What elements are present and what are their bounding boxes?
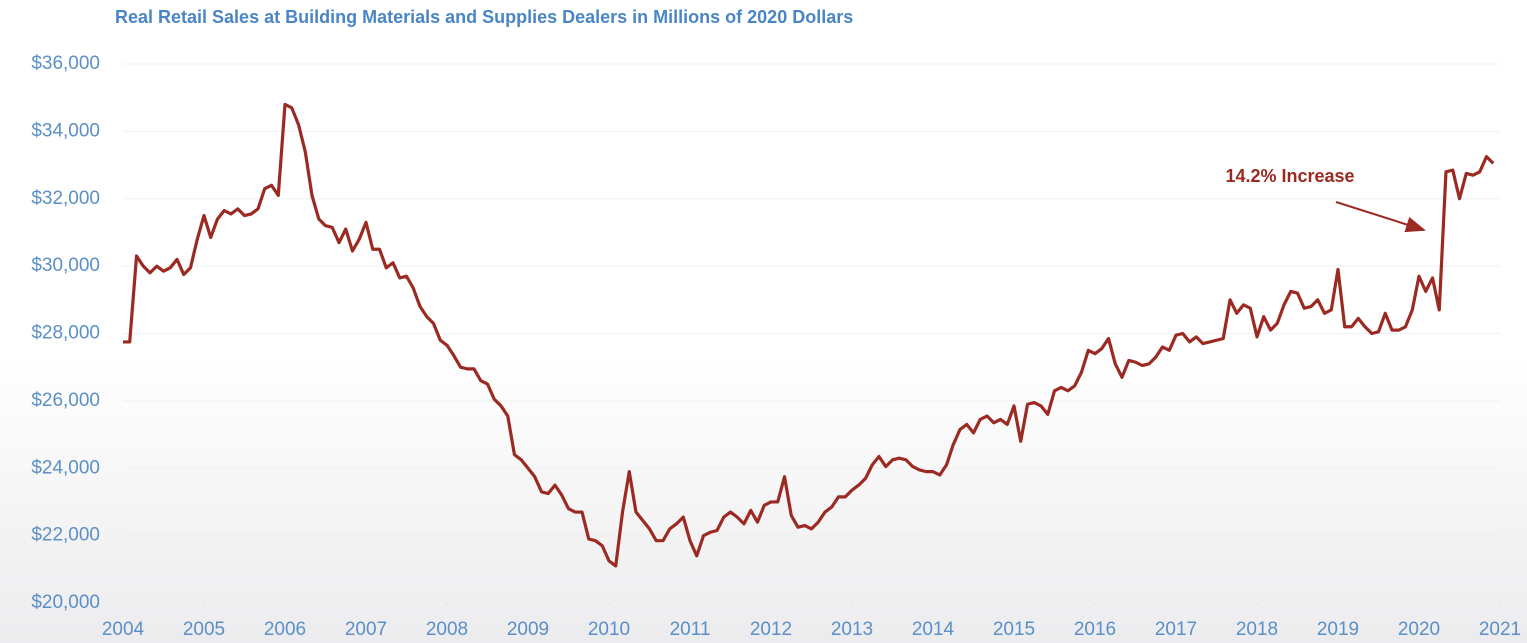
y-tick-label: $30,000 <box>31 255 100 276</box>
x-tick-label: 2019 <box>1317 619 1359 640</box>
y-tick-label: $28,000 <box>31 323 100 344</box>
y-tick-label: $34,000 <box>31 120 100 141</box>
x-tick-label: 2011 <box>670 619 711 640</box>
x-tick-label: 2016 <box>1074 619 1116 640</box>
x-tick-label: 2017 <box>1155 619 1197 640</box>
x-tick-label: 2008 <box>426 619 468 640</box>
x-tick-label: 2005 <box>183 619 225 640</box>
x-tick-label: 2006 <box>264 619 306 640</box>
x-tick-label: 2020 <box>1398 619 1440 640</box>
y-tick-label: $24,000 <box>31 457 100 478</box>
x-tick-label: 2013 <box>831 619 873 640</box>
x-tick-label: 2021 <box>1479 619 1521 640</box>
x-tick-label: 2004 <box>102 619 145 640</box>
y-tick-label: $36,000 <box>31 53 100 74</box>
x-tick-label: 2014 <box>912 619 955 640</box>
y-tick-label: $20,000 <box>31 592 100 613</box>
annotation-arrow <box>1335 201 1426 233</box>
x-tick-label: 2009 <box>507 619 549 640</box>
x-tick-label: 2012 <box>750 619 792 640</box>
x-tick-label: 2010 <box>588 619 630 640</box>
y-tick-label: $26,000 <box>31 390 100 411</box>
x-tick-label: 2018 <box>1236 619 1278 640</box>
x-tick-label: 2007 <box>345 619 387 640</box>
x-tick-label: 2015 <box>993 619 1035 640</box>
y-tick-label: $22,000 <box>31 525 100 546</box>
chart-title: Real Retail Sales at Building Materials … <box>115 7 853 27</box>
y-tick-label: $32,000 <box>31 188 100 209</box>
annotation: 14.2% Increase <box>1225 166 1354 186</box>
data-line <box>123 102 1495 568</box>
